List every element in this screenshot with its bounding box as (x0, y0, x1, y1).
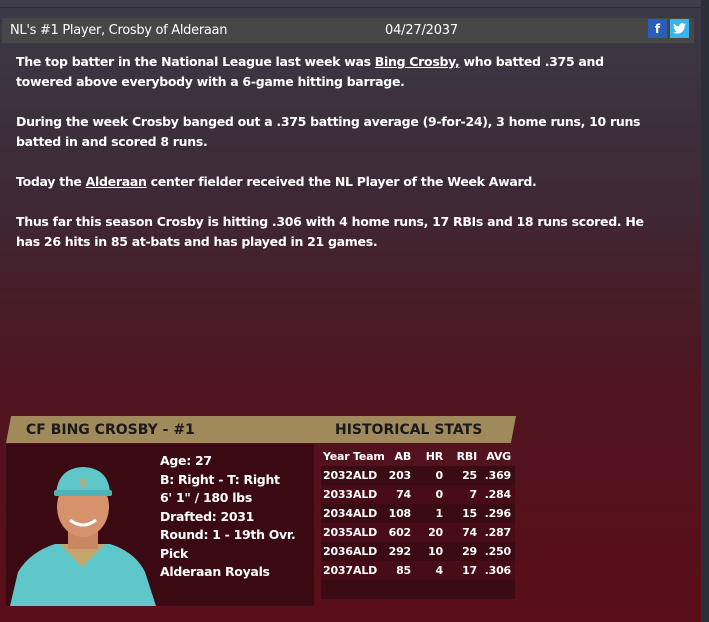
stats-cell: HR (425, 450, 443, 463)
stats-cell: AB (394, 450, 412, 463)
stats-cell: 2033 (323, 488, 353, 501)
svg-text:A: A (79, 476, 88, 489)
player-age: Age: 27 (160, 453, 212, 468)
stats-cell: 74 (462, 526, 477, 539)
stats-row: 2034 ALD 108 1 15 .296 (321, 504, 515, 523)
stats-row: 2033 ALD 74 0 7 .284 (321, 485, 515, 504)
stats-cell: 20 (428, 526, 443, 539)
stats-cell: .306 (484, 564, 512, 577)
text: who batted .375 and towered above everyb… (16, 54, 604, 89)
top-strip (0, 0, 709, 8)
stats-cell: 1 (435, 507, 444, 520)
player-info: Age: 27 B: Right - T: Right 6' 1" / 180 … (160, 452, 314, 582)
stats-cell: 74 (396, 488, 411, 501)
stats-cell: RBI (456, 450, 478, 463)
stats-title: HISTORICAL STATS (335, 422, 483, 438)
stats-cell: 7 (469, 488, 478, 501)
stats-cell: .296 (484, 507, 512, 520)
stats-row: 2036 ALD 292 10 29 .250 (321, 542, 515, 561)
player-card: A Age: 27 B: Right - T: Right 6' 1" / 18… (6, 444, 314, 606)
stats-cell: Year (323, 450, 350, 463)
stats-header-row: Year Team AB HR RBI AVG (321, 447, 515, 466)
stats-cell: 0 (435, 488, 444, 501)
stats-cell: Team (353, 450, 385, 463)
stats-cell: 292 (388, 545, 412, 558)
stats-cell: ALD (353, 526, 378, 539)
stats-cell: 108 (388, 507, 412, 520)
team-link[interactable]: Alderaan (85, 174, 147, 189)
stats-empty-row (321, 580, 515, 599)
text: center fielder received the NL Player of… (146, 174, 537, 189)
stats-cell: .250 (484, 545, 512, 558)
stats-cell: 4 (435, 564, 444, 577)
player-drafted: Drafted: 2031 (160, 508, 255, 524)
stats-cell: 2036 (323, 545, 353, 558)
paragraph: Today the Alderaan center fielder receiv… (16, 172, 656, 192)
article-header: NL's #1 Player, Crosby of Alderaan 04/27… (2, 18, 694, 43)
stats-cell: AVG (486, 450, 511, 463)
stats-cell: 0 (435, 469, 444, 482)
player-round: Round: 1 - 19th Ovr. Pick (160, 527, 296, 561)
stats-cell: .284 (484, 488, 512, 501)
player-team[interactable]: Alderaan Royals (160, 564, 270, 579)
stats-cell: .369 (484, 469, 512, 482)
stats-cell: 2032 (323, 469, 353, 482)
stats-table: Year Team AB HR RBI AVG 2032 ALD 203 0 25.369 2033 A… (321, 447, 515, 599)
paragraph: During the week Crosby banged out a .375… (16, 114, 641, 149)
stats-cell: 29 (462, 545, 477, 558)
stats-cell: 10 (428, 545, 443, 558)
stats-cell: 2037 (323, 564, 353, 577)
paragraph: Thus far this season Crosby is hitting .… (16, 214, 644, 249)
article-body: The top batter in the National League la… (16, 52, 656, 272)
stats-cell: 2034 (323, 507, 353, 520)
twitter-icon[interactable] (670, 19, 689, 38)
player-bats-throws: B: Right - T: Right (160, 471, 280, 487)
stats-row: 2037 ALD 85 4 17 .306 (321, 561, 515, 580)
stats-cell: ALD (353, 488, 378, 501)
stats-cell: 25 (462, 469, 477, 482)
player-banner: CF BING CROSBY - #1 HISTORICAL STATS (6, 416, 516, 443)
stats-cell: 17 (462, 564, 477, 577)
stats-cell: ALD (353, 564, 378, 577)
player-link[interactable]: Bing Crosby, (374, 54, 460, 69)
stats-cell: .287 (484, 526, 512, 539)
text: The top batter in the National League la… (16, 54, 375, 69)
stats-cell: ALD (353, 507, 378, 520)
stats-cell: ALD (353, 469, 378, 482)
article-date: 04/27/2037 (385, 23, 458, 38)
stats-cell: 602 (388, 526, 412, 539)
text: Today the (16, 174, 86, 189)
player-photo: A (10, 467, 156, 606)
stats-cell: 15 (462, 507, 477, 520)
player-height-weight: 6' 1" / 180 lbs (160, 490, 252, 505)
article-title: NL's #1 Player, Crosby of Alderaan (10, 23, 228, 38)
stats-row: 2035 ALD 602 20 74 .287 (321, 523, 515, 542)
stats-row: 2032 ALD 203 0 25 .369 (321, 466, 515, 485)
facebook-icon[interactable]: f (648, 19, 667, 38)
scrollbar[interactable] (701, 0, 709, 622)
stats-cell: ALD (353, 545, 378, 558)
stats-cell: 203 (388, 469, 412, 482)
stats-cell: 85 (396, 564, 411, 577)
player-name[interactable]: CF BING CROSBY - #1 (26, 422, 195, 438)
stats-cell: 2035 (323, 526, 353, 539)
paragraph: The top batter in the National League la… (16, 52, 656, 92)
